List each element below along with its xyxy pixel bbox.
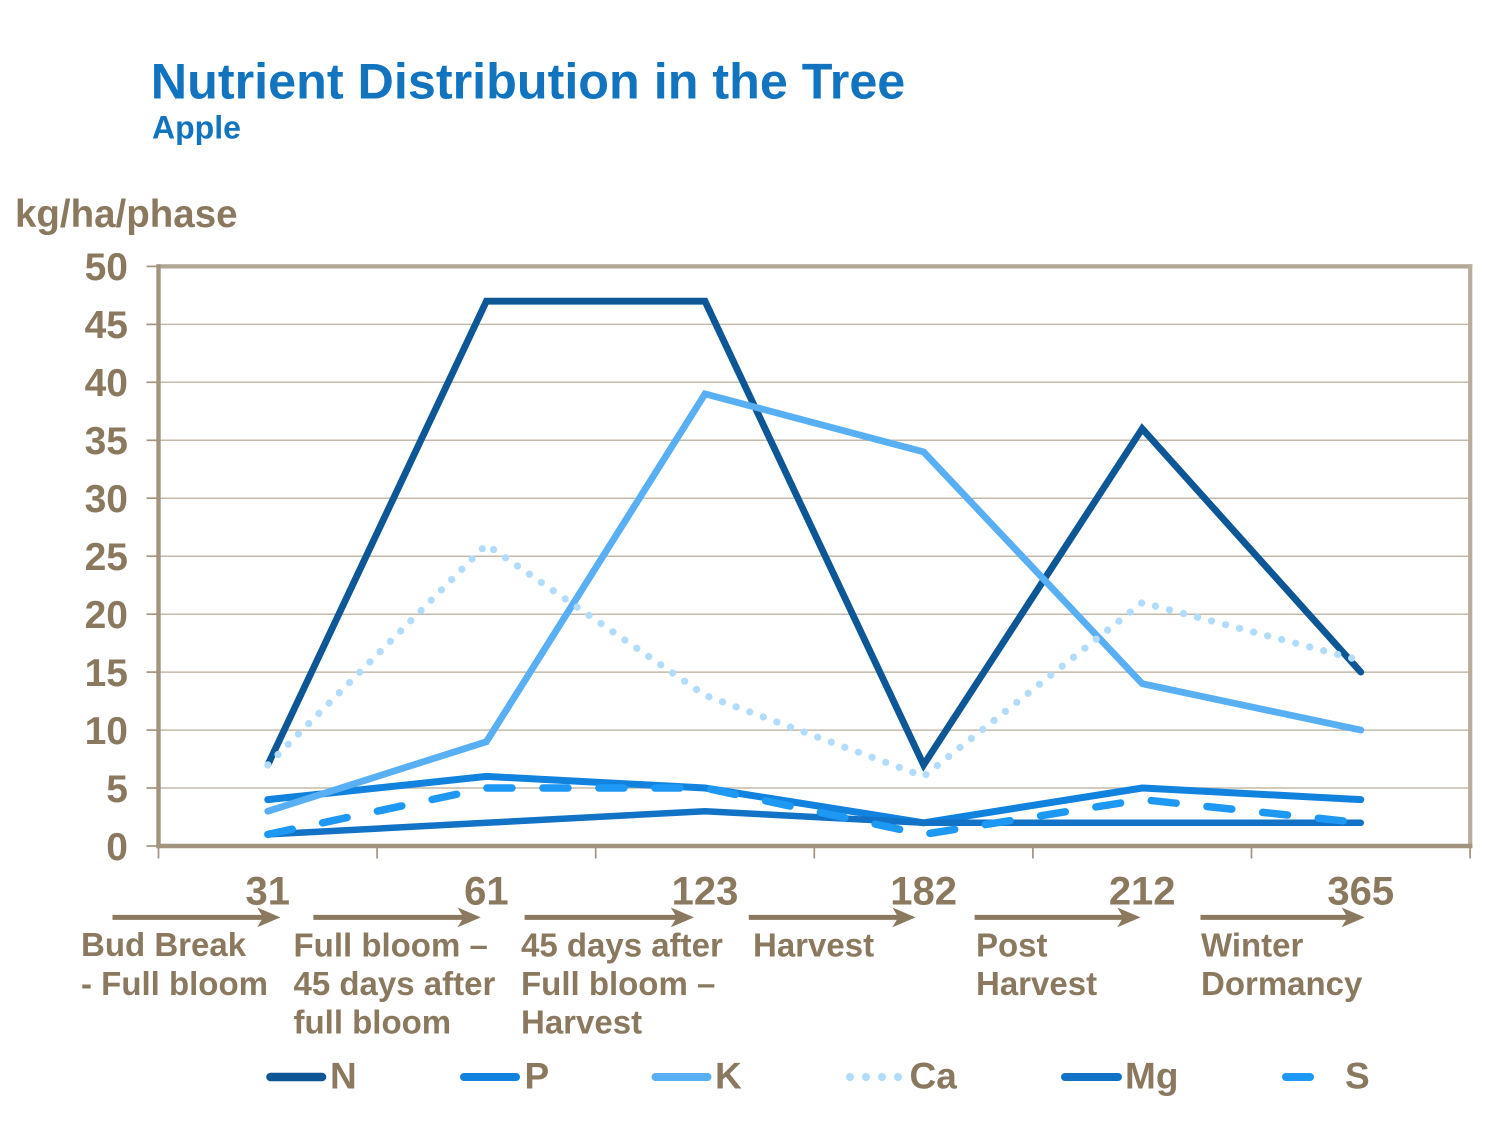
svg-text:20: 20 bbox=[85, 594, 128, 637]
svg-text:123: 123 bbox=[672, 870, 739, 914]
svg-text:365: 365 bbox=[1327, 870, 1394, 914]
svg-text:15: 15 bbox=[85, 652, 128, 695]
svg-text:Post: Post bbox=[976, 927, 1048, 964]
svg-text:35: 35 bbox=[85, 420, 128, 463]
svg-text:N: N bbox=[330, 1056, 357, 1097]
svg-text:Full bloom –: Full bloom – bbox=[521, 965, 715, 1002]
svg-text:kg/ha/phase: kg/ha/phase bbox=[15, 193, 238, 236]
svg-text:25: 25 bbox=[85, 536, 128, 579]
svg-text:0: 0 bbox=[106, 826, 128, 869]
svg-text:61: 61 bbox=[464, 870, 509, 914]
svg-text:S: S bbox=[1345, 1056, 1370, 1097]
svg-text:5: 5 bbox=[106, 768, 128, 811]
svg-text:Apple: Apple bbox=[152, 109, 241, 145]
svg-text:Ca: Ca bbox=[910, 1056, 958, 1097]
svg-text:Nutrient Distribution in the T: Nutrient Distribution in the Tree bbox=[151, 53, 905, 110]
svg-text:full bloom: full bloom bbox=[294, 1004, 452, 1041]
svg-text:Harvest: Harvest bbox=[976, 965, 1097, 1002]
svg-text:40: 40 bbox=[85, 362, 128, 405]
svg-text:Harvest: Harvest bbox=[521, 1004, 642, 1041]
svg-text:45 days after: 45 days after bbox=[521, 927, 723, 964]
svg-text:30: 30 bbox=[85, 478, 128, 521]
svg-text:Full bloom –: Full bloom – bbox=[294, 927, 488, 964]
svg-text:K: K bbox=[715, 1056, 742, 1097]
svg-text:45 days after: 45 days after bbox=[294, 965, 496, 1002]
svg-text:- Full bloom: - Full bloom bbox=[81, 965, 268, 1002]
svg-text:Dormancy: Dormancy bbox=[1201, 965, 1363, 1002]
svg-text:50: 50 bbox=[85, 246, 128, 289]
svg-text:Bud Break: Bud Break bbox=[81, 926, 247, 963]
svg-text:10: 10 bbox=[85, 710, 128, 753]
svg-text:Harvest: Harvest bbox=[753, 927, 874, 964]
svg-text:Mg: Mg bbox=[1125, 1056, 1178, 1097]
svg-text:Winter: Winter bbox=[1201, 927, 1304, 964]
svg-text:212: 212 bbox=[1109, 870, 1176, 914]
svg-text:31: 31 bbox=[246, 870, 291, 914]
svg-text:P: P bbox=[525, 1056, 550, 1097]
svg-text:182: 182 bbox=[890, 870, 957, 914]
svg-text:45: 45 bbox=[85, 304, 128, 347]
